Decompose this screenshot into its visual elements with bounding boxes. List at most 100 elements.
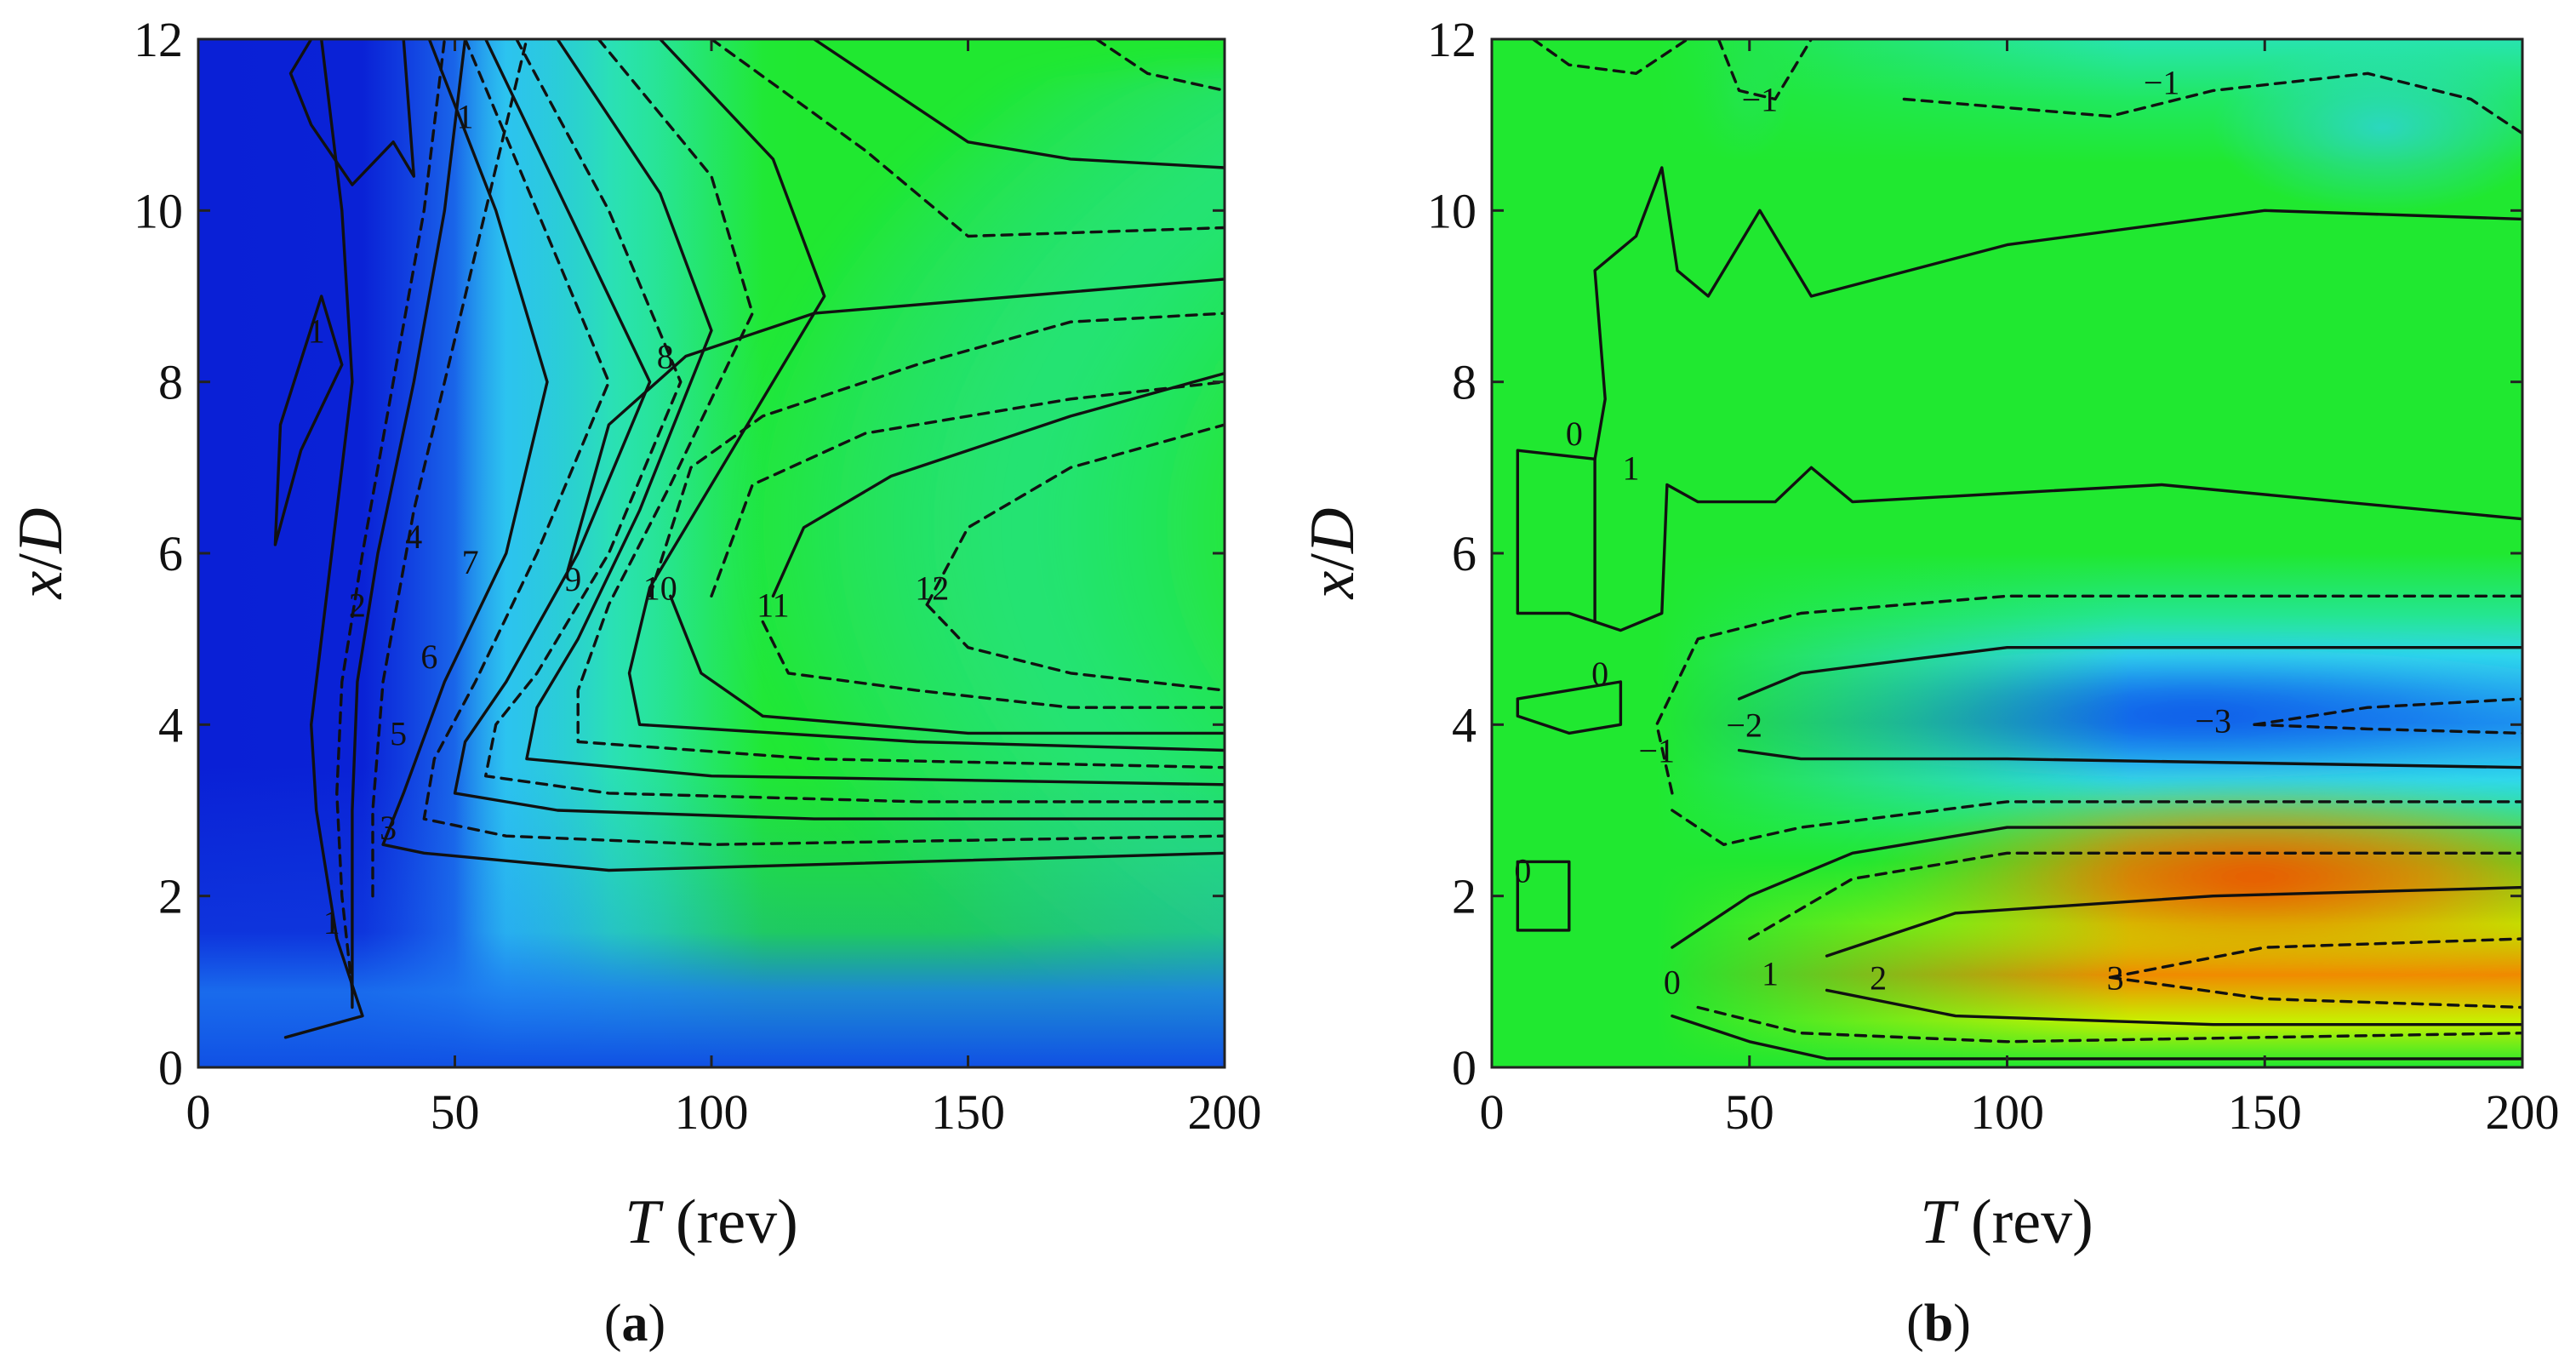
- contour-line-a-3: [335, 39, 447, 992]
- contour-line-b-4: [1516, 449, 1596, 624]
- contour-line-a-16: [566, 277, 1225, 572]
- contour-lines-b: [1516, 39, 2522, 1061]
- contour-line-a-7: [422, 39, 1225, 846]
- x-axis-title-b: T (rev): [1920, 1187, 2093, 1257]
- contour-line-a-14: [812, 39, 1225, 169]
- contour-line-a-15: [1094, 39, 1225, 93]
- x-tick-label-a-3: 150: [931, 1084, 1005, 1140]
- contour-label-b-1: 1: [1622, 449, 1639, 487]
- panel-label-b-close: ): [1953, 1295, 1971, 1352]
- contour-label-b-5: 1: [1762, 954, 1779, 992]
- contour-label-b-10: −3: [2195, 701, 2231, 740]
- contour-line-b-8: [1748, 851, 2522, 941]
- contour-line-b-2: [1516, 860, 1571, 932]
- y-tick-label-b-0: 0: [1452, 1040, 1476, 1095]
- contour-line-b-7: [1696, 1005, 2522, 1044]
- contour-label-a-13: 12: [915, 569, 949, 607]
- contour-line-a-22: [925, 423, 1225, 607]
- y-tick-label-a-1: 2: [158, 869, 183, 924]
- contour-line-a-2: [288, 39, 415, 186]
- contour-label-b-12: −1: [2144, 63, 2180, 101]
- x-axis-unit-a: (rev): [660, 1187, 797, 1257]
- panel-label-b: (b): [1906, 1295, 1971, 1352]
- y-tick-label-b-2: 4: [1452, 697, 1476, 752]
- panel-label-a: (a): [604, 1295, 665, 1352]
- contour-lines-a: [273, 39, 1225, 1039]
- contour-line-b-5: [1593, 466, 2522, 632]
- contour-label-b-6: 2: [1870, 958, 1887, 997]
- contour-line-b-21: [1902, 71, 2522, 135]
- x-axis-var-b: T: [1920, 1187, 1959, 1257]
- contour-label-a-7: 6: [420, 638, 437, 676]
- panel-label-a-letter: a: [622, 1295, 648, 1352]
- contour-line-a-10: [525, 39, 1225, 786]
- contour-label-a-10: 9: [564, 560, 581, 598]
- contour-line-a-0: [283, 39, 364, 1039]
- x-tick-label-b-0: 0: [1480, 1084, 1505, 1140]
- contour-line-b-15: [1737, 748, 2522, 769]
- x-tick-label-b-3: 150: [2228, 1084, 2302, 1140]
- contour-label-b-11: −1: [1742, 80, 1779, 118]
- x-tick-label-b-2: 100: [1970, 1084, 2044, 1140]
- contour-label-b-0: 0: [1566, 415, 1583, 453]
- contour-line-b-1: [1671, 826, 2522, 949]
- y-axis-title-b: x/D: [1298, 508, 1368, 600]
- y-axis-var2-b: D: [1298, 508, 1368, 554]
- panel-label-b-letter: b: [1924, 1295, 1953, 1352]
- contour-line-a-1: [273, 295, 344, 546]
- contour-line-b-6: [1593, 166, 2522, 460]
- contour-label-b-7: 3: [2107, 958, 2124, 997]
- contour-line-a-20: [771, 371, 1225, 598]
- contour-line-a-5: [371, 39, 528, 898]
- contour-line-b-20: [1716, 39, 1813, 101]
- contour-line-b-13: [1671, 800, 2522, 846]
- y-tick-label-a-5: 10: [134, 183, 183, 238]
- contour-label-a-2: 1: [323, 903, 340, 941]
- y-tick-label-b-4: 8: [1452, 355, 1476, 410]
- contour-label-b-4: 0: [1664, 963, 1681, 1001]
- y-axis-var2-a: D: [6, 508, 76, 554]
- contour-label-a-3: 2: [349, 586, 366, 624]
- y-tick-label-a-3: 6: [158, 526, 183, 581]
- contour-label-a-5: 4: [405, 518, 422, 556]
- y-axis-sep-a: /: [6, 553, 76, 571]
- heatmap-a: [198, 39, 1225, 1067]
- y-axis-title-a: x/D: [6, 508, 76, 600]
- x-tick-label-a-2: 100: [675, 1084, 749, 1140]
- contour-line-b-18: [2253, 723, 2522, 735]
- panel-label-a-open: (: [604, 1295, 622, 1352]
- contour-line-a-18: [669, 594, 1225, 735]
- y-axis-var-a: x: [6, 570, 76, 599]
- x-tick-label-a-1: 50: [431, 1084, 480, 1140]
- contour-line-b-19: [1531, 39, 1689, 76]
- contour-line-b-9: [1825, 988, 2522, 1026]
- y-tick-label-b-3: 6: [1452, 526, 1476, 581]
- contour-line-a-17: [648, 312, 1225, 598]
- panel-label-a-close: ): [648, 1295, 666, 1352]
- contour-line-a-8: [453, 39, 1225, 821]
- contour-label-a-0: 1: [457, 98, 474, 136]
- y-axis-var-b: x: [1298, 570, 1368, 599]
- contour-label-a-4: 3: [380, 809, 397, 847]
- x-axis-var-a: T: [625, 1187, 664, 1257]
- y-tick-label-b-6: 12: [1427, 12, 1476, 67]
- contour-label-a-6: 5: [390, 714, 407, 752]
- y-tick-label-a-4: 8: [158, 355, 183, 410]
- heatmap-b: [1492, 39, 2522, 1067]
- contour-line-a-6: [381, 39, 1225, 872]
- x-tick-label-b-4: 200: [2486, 1084, 2560, 1140]
- contour-line-a-21: [761, 620, 1225, 709]
- contour-label-b-3: 0: [1514, 851, 1531, 889]
- x-axis-unit-b: (rev): [1955, 1187, 2093, 1257]
- x-tick-label-a-0: 0: [186, 1084, 211, 1140]
- y-tick-label-a-0: 0: [158, 1040, 183, 1095]
- contour-label-b-8: −1: [1638, 732, 1675, 770]
- contour-label-b-9: −2: [1726, 706, 1762, 744]
- contour-line-b-17: [2253, 697, 2522, 726]
